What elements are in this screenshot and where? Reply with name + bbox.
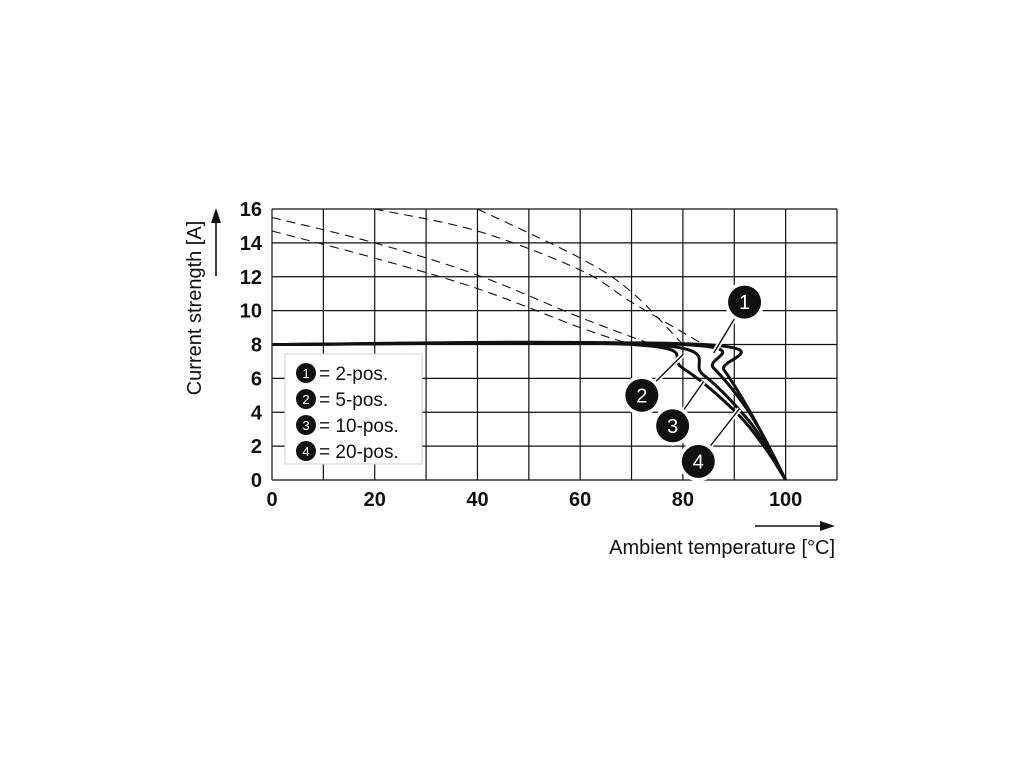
legend-badge-1 xyxy=(296,363,316,383)
legend-label-4: = 20-pos. xyxy=(319,442,399,463)
y-tick-label: 10 xyxy=(240,301,262,323)
extrapolated-curves xyxy=(271,208,704,346)
derating-curves xyxy=(271,340,787,481)
legend-label-3: = 10-pos. xyxy=(319,416,399,437)
y-axis-arrowhead xyxy=(211,208,221,223)
callout-number: 2 xyxy=(636,385,647,407)
callout-badge-2 xyxy=(625,378,659,412)
legend-badge-3 xyxy=(296,415,316,435)
dashed-curve-1 xyxy=(374,208,704,345)
dashed-curve-3 xyxy=(271,216,653,346)
callout-number: 3 xyxy=(667,416,678,438)
y-tick-label: 6 xyxy=(251,368,262,390)
legend-badge-number: 1 xyxy=(302,366,309,381)
legend: 1 = 2-pos. 2 = 5-pos. 3 = 10-pos. 4 = 20-pos. xyxy=(284,353,423,465)
y-axis-title: Current strength [A] xyxy=(184,221,206,396)
y-tick-label: 12 xyxy=(240,267,262,289)
y-tick-label: 14 xyxy=(240,233,263,255)
legend-badge-number: 3 xyxy=(302,418,309,433)
x-axis-title: Ambient temperature [°C] xyxy=(609,537,835,559)
dashed-curve-4 xyxy=(271,230,632,346)
curve-callouts: 1 234 xyxy=(621,282,765,482)
callout-badge-4 xyxy=(681,444,715,478)
x-tick-label: 100 xyxy=(769,489,802,511)
legend-label-2: = 5-pos. xyxy=(319,390,388,411)
y-tick-label: 4 xyxy=(251,402,263,424)
derating-curve-4 xyxy=(271,341,787,481)
y-tick-label: 2 xyxy=(251,436,262,458)
callout-badge-3 xyxy=(656,409,690,443)
legend-badge-number: 2 xyxy=(302,392,309,407)
y-tick-label: 16 xyxy=(240,199,262,221)
y-tick-label: 8 xyxy=(251,335,262,357)
x-tick-label: 0 xyxy=(266,489,277,511)
x-tick-label: 80 xyxy=(672,489,694,511)
callout-badge-1 xyxy=(728,285,762,319)
legend-badge-4 xyxy=(296,441,316,461)
dashed-curve-2 xyxy=(477,208,684,345)
callout-number: 1 xyxy=(739,292,750,314)
x-tick-label: 40 xyxy=(466,489,488,511)
callout-number: 4 xyxy=(693,451,704,473)
legend-label-1: = 2-pos. xyxy=(319,364,388,385)
x-tick-label: 20 xyxy=(364,489,386,511)
y-tick-label: 0 xyxy=(251,470,262,492)
legend-badge-2 xyxy=(296,389,316,409)
legend-badge-number: 4 xyxy=(302,444,309,459)
grid xyxy=(271,208,838,481)
x-tick-label: 60 xyxy=(569,489,591,511)
x-axis-arrowhead xyxy=(820,521,835,531)
